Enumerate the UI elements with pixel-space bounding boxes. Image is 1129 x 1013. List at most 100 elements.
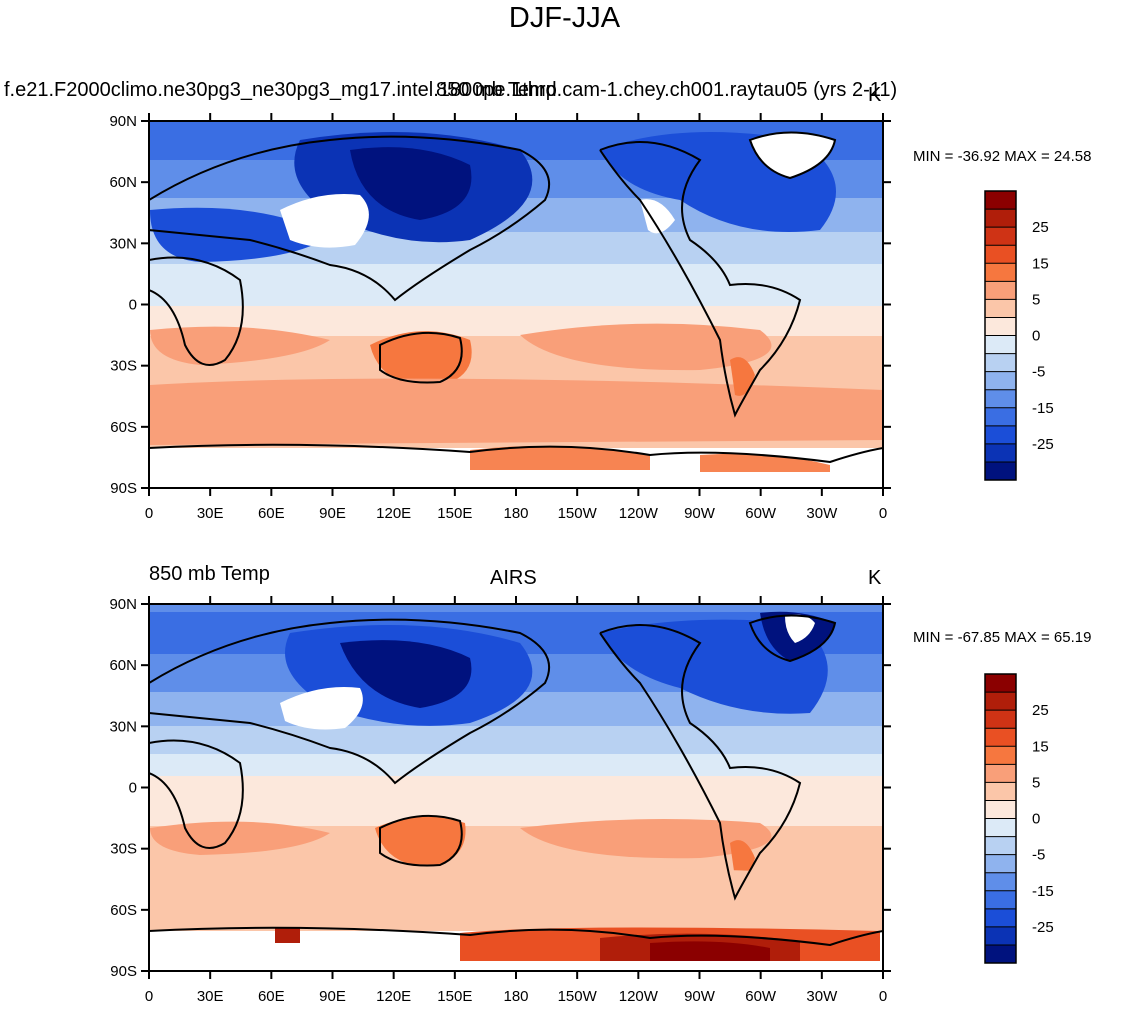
coastlines — [149, 131, 883, 464]
lon-tick-label: 0 — [145, 505, 153, 522]
colorbar-swatch — [985, 674, 1016, 693]
obs-panel: 850 mb Temp AIRS K MIN = -67.85 MAX = 65… — [0, 483, 1129, 1005]
colorbar-swatch — [985, 263, 1016, 282]
lon-tick-label: 120E — [376, 988, 411, 1005]
lat-tick-label: 60N — [109, 657, 137, 674]
lon-tick-label: 0 — [879, 988, 887, 1005]
lon-tick-label: 120W — [619, 988, 659, 1005]
colorbar-swatch — [985, 407, 1016, 427]
lon-tick-label: 60W — [745, 988, 777, 1005]
colorbar-label: -5 — [1032, 847, 1045, 864]
lat-tick-label: 90N — [109, 596, 137, 613]
lat-tick-label: 30N — [109, 235, 137, 252]
lon-tick-label: 60E — [258, 988, 285, 1005]
lon-tick-label: 180 — [503, 505, 528, 522]
coastlines — [149, 614, 883, 947]
colorbar-label: -15 — [1032, 400, 1054, 417]
colorbar-swatch — [985, 461, 1016, 481]
axes: 90N 60N 30N 0 30S 60S 90S 0 30E 60E 90E 120E 150E 180… — [109, 113, 891, 522]
colorbar-label: -15 — [1032, 883, 1054, 900]
colorbar-swatch — [985, 944, 1016, 964]
lon-tick-label: 120E — [376, 505, 411, 522]
colorbar-swatch — [985, 800, 1016, 819]
colorbar-swatch — [985, 836, 1016, 856]
panel-units-label: K — [868, 84, 882, 106]
lon-tick-label: 30W — [806, 988, 838, 1005]
map-frame: 90N 60N 30N 0 30S 60S 90S 0 30E 60E 90E 120E 150E 180… — [109, 113, 1054, 522]
lat-tick-label: 30N — [109, 718, 137, 735]
lon-tick-label: 150W — [558, 988, 598, 1005]
lon-tick-label: 150E — [437, 505, 472, 522]
lon-tick-label: 30E — [197, 988, 224, 1005]
lat-tick-label: 90S — [110, 963, 137, 980]
panel-left-title: 850 mb Temp — [149, 563, 270, 585]
colorbar-swatch — [985, 926, 1016, 946]
colorbar-swatch — [985, 782, 1016, 801]
colorbar-swatch — [985, 443, 1016, 463]
axes: 90N 60N 30N 0 30S 60S 90S 0 30E 60E 90E 120E 150E 180… — [109, 596, 891, 1005]
lat-tick-label: 30S — [110, 841, 137, 858]
colorbar: 25 15 5 0 -5 -15 -25 — [984, 190, 1054, 481]
colorbar-label: 25 — [1032, 219, 1049, 236]
colorbar-swatch — [985, 746, 1016, 765]
lon-tick-label: 150W — [558, 505, 598, 522]
colorbar-swatch — [985, 209, 1016, 228]
figure-title: DJF-JJA — [508, 2, 621, 34]
colorbar-swatch — [985, 227, 1016, 246]
colorbar-swatch — [985, 335, 1016, 355]
colorbar-swatch — [985, 281, 1016, 300]
colorbar-swatch — [985, 764, 1016, 783]
lat-tick-label: 60S — [110, 902, 137, 919]
lat-tick-label: 90N — [109, 113, 137, 130]
lon-tick-label: 90E — [319, 988, 346, 1005]
colorbar-swatch — [985, 191, 1016, 210]
colorbar: 25 15 5 0 -5 -15 -25 — [984, 673, 1054, 964]
colorbar-label: 5 — [1032, 774, 1040, 791]
lon-tick-label: 0 — [879, 505, 887, 522]
colorbar-swatch — [985, 710, 1016, 729]
lat-tick-label: 60S — [110, 419, 137, 436]
colorbar-swatch — [985, 389, 1016, 409]
colorbar-swatch — [985, 908, 1016, 928]
colorbar-swatch — [985, 425, 1016, 445]
min-max-readout: MIN = -36.92 MAX = 24.58 — [913, 148, 1092, 165]
lat-tick-label: 30S — [110, 358, 137, 375]
lon-tick-label: 30E — [197, 505, 224, 522]
lon-tick-label: 90W — [684, 505, 716, 522]
colorbar-swatch — [985, 890, 1016, 910]
colorbar-swatch — [985, 353, 1016, 373]
lon-tick-label: 180 — [503, 988, 528, 1005]
colorbar-swatch — [985, 371, 1016, 391]
colorbar-label: -5 — [1032, 364, 1045, 381]
lon-tick-label: 60W — [745, 505, 777, 522]
temperature-field — [149, 121, 883, 488]
lat-tick-label: 60N — [109, 174, 137, 191]
lon-tick-label: 0 — [145, 988, 153, 1005]
colorbar-label: -25 — [1032, 919, 1054, 936]
colorbar-swatch — [985, 818, 1016, 838]
panel-center-title: AIRS — [490, 567, 537, 589]
model-panel: f.e21.F2000climo.ne30pg3_ne30pg3_mg17.in… — [0, 0, 1129, 522]
colorbar-label: 0 — [1032, 811, 1040, 828]
colorbar-swatch — [985, 245, 1016, 264]
lat-tick-label: 90S — [110, 480, 137, 497]
colorbar-swatch — [985, 728, 1016, 747]
lon-tick-label: 30W — [806, 505, 838, 522]
lon-tick-label: 60E — [258, 505, 285, 522]
lon-tick-label: 120W — [619, 505, 659, 522]
panel-units-label: K — [868, 567, 882, 589]
map-frame: 90N 60N 30N 0 30S 60S 90S 0 30E 60E 90E 120E 150E 180… — [109, 596, 1054, 1005]
lon-tick-label: 90E — [319, 505, 346, 522]
colorbar-swatch — [985, 299, 1016, 318]
colorbar-label: 15 — [1032, 738, 1049, 755]
lon-tick-label: 150E — [437, 988, 472, 1005]
lon-tick-label: 90W — [684, 988, 716, 1005]
temperature-field — [149, 604, 883, 971]
colorbar-swatch — [985, 692, 1016, 711]
colorbar-label: 25 — [1032, 702, 1049, 719]
colorbar-swatch — [985, 872, 1016, 892]
lat-tick-label: 0 — [129, 780, 137, 797]
lat-tick-label: 0 — [129, 297, 137, 314]
min-max-readout: MIN = -67.85 MAX = 65.19 — [913, 629, 1092, 646]
colorbar-label: 15 — [1032, 255, 1049, 272]
